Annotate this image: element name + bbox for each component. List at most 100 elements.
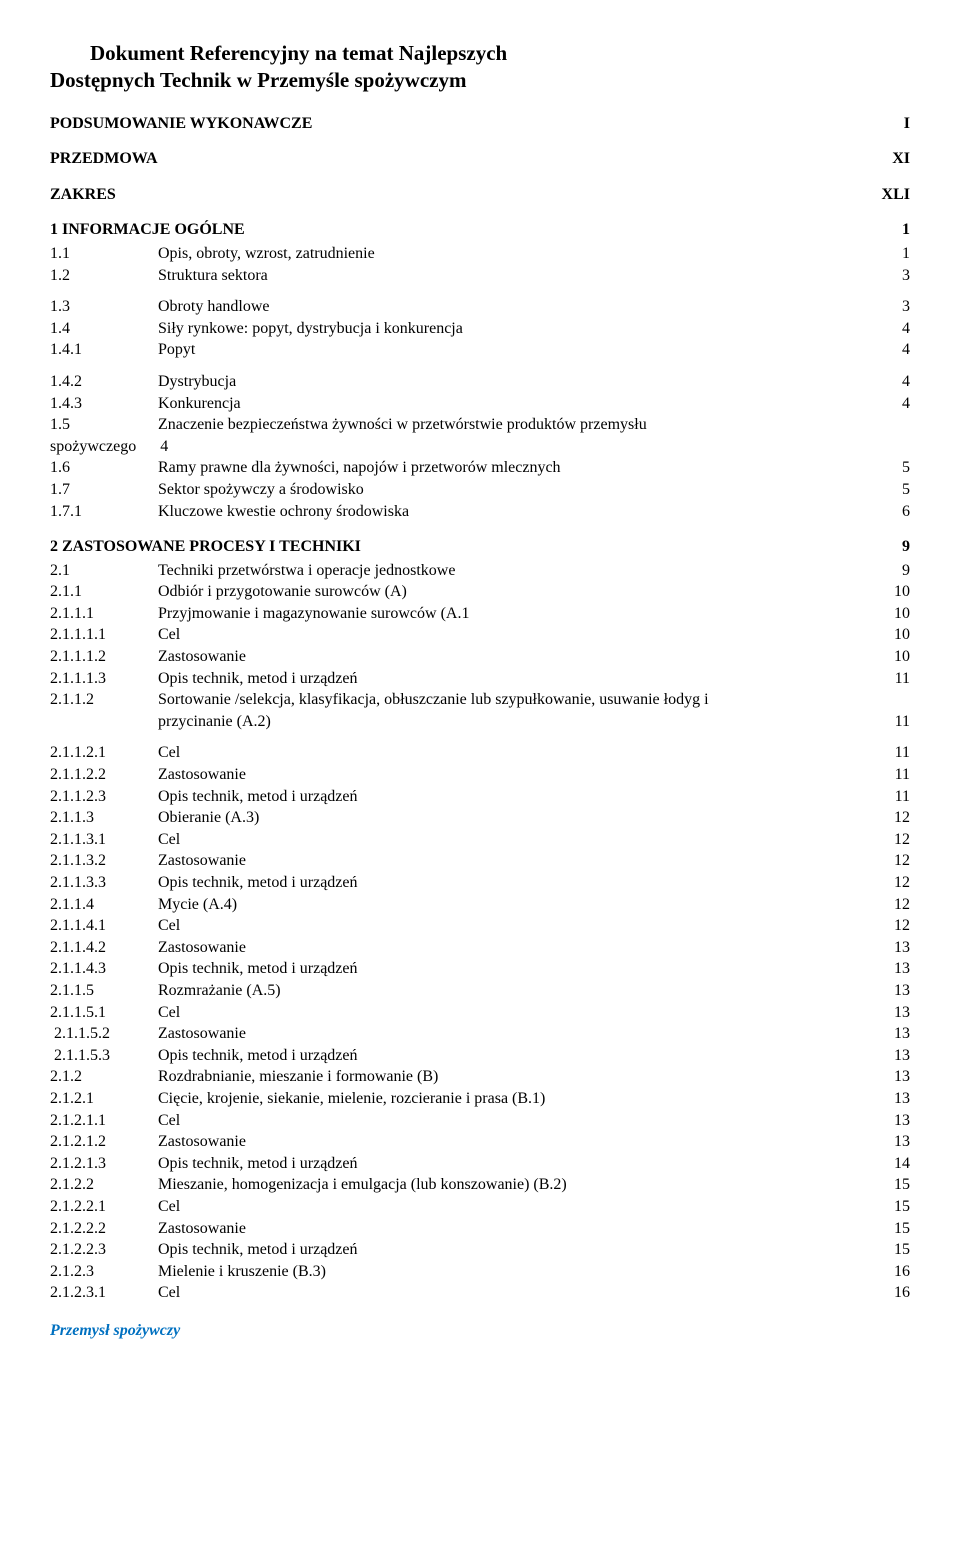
toc-text: Zastosowanie [158, 850, 862, 872]
toc-row: 2.1.2.1.3Opis technik, metod i urządzeń1… [50, 1153, 910, 1175]
toc-page: 10 [862, 603, 910, 625]
toc-num: 2.1.1.2.1 [50, 742, 158, 764]
toc-page: 15 [862, 1174, 910, 1196]
toc-row: 1.6Ramy prawne dla żywności, napojów i p… [50, 457, 910, 479]
toc-page: 12 [862, 807, 910, 829]
toc-page: 13 [862, 1002, 910, 1024]
toc-page: 16 [862, 1282, 910, 1304]
toc-page: 16 [862, 1261, 910, 1283]
toc-num: 2.1.1.1.2 [50, 646, 158, 668]
toc-page: 13 [862, 1045, 910, 1067]
toc-page: 4 [862, 371, 910, 393]
toc-num: 1.5 [50, 414, 158, 436]
toc-num: 1.4.2 [50, 371, 158, 393]
toc-page: 14 [862, 1153, 910, 1175]
toc-num: 1.6 [50, 457, 158, 479]
toc-row: 1.4.2Dystrybucja4 [50, 371, 910, 393]
toc-row: 1.2Struktura sektora3 [50, 265, 910, 287]
toc-page: 4 [862, 339, 910, 361]
toc-text: Dystrybucja [158, 371, 862, 393]
toc-page: 11 [862, 786, 910, 808]
toc-num: 1.7 [50, 479, 158, 501]
section-label: 1 INFORMACJE OGÓLNE [50, 219, 862, 241]
toc-page: 9 [862, 560, 910, 582]
toc-row: 2.1.1.3Obieranie (A.3)12 [50, 807, 910, 829]
toc-num: 2.1.2.2.2 [50, 1218, 158, 1240]
toc-page: 4 [862, 318, 910, 340]
toc-row: 2.1.1.3.1Cel12 [50, 829, 910, 851]
toc-row: 2.1.1.3.2Zastosowanie12 [50, 850, 910, 872]
toc-row: 2.1.2.2.2Zastosowanie15 [50, 1218, 910, 1240]
toc-num: 1.7.1 [50, 501, 158, 523]
section-label: 2 ZASTOSOWANE PROCESY I TECHNIKI [50, 536, 862, 558]
toc-text: Opis technik, metod i urządzeń [158, 958, 862, 980]
toc-page: 12 [862, 850, 910, 872]
toc-row: spożywczego4 [50, 436, 910, 458]
toc-num: 2.1.2 [50, 1066, 158, 1088]
toc-row: 1.7Sektor spożywczy a środowisko5 [50, 479, 910, 501]
toc-text: Cel [158, 1282, 862, 1304]
toc-num: 2.1.2.1.1 [50, 1110, 158, 1132]
toc-text: Cel [158, 624, 862, 646]
toc-text: Opis technik, metod i urządzeń [158, 668, 862, 690]
toc-row: 2.1Techniki przetwórstwa i operacje jedn… [50, 560, 910, 582]
toc-page: 13 [862, 1023, 910, 1045]
toc-row: 2.1.1.1.3Opis technik, metod i urządzeń1… [50, 668, 910, 690]
toc-text: Przyjmowanie i magazynowanie surowców (A… [158, 603, 862, 625]
toc-num: 2.1.1.3.3 [50, 872, 158, 894]
toc-row: 2.1.1.4.1Cel12 [50, 915, 910, 937]
toc-row: przycinanie (A.2)11 [50, 711, 910, 733]
toc-text: Mielenie i kruszenie (B.3) [158, 1261, 862, 1283]
toc-page: 5 [862, 457, 910, 479]
toc-text: Mycie (A.4) [158, 894, 862, 916]
toc-row: 2.1.1.3.3Opis technik, metod i urządzeń1… [50, 872, 910, 894]
toc-row: 2.1.1.2.2Zastosowanie11 [50, 764, 910, 786]
toc-page: 10 [862, 624, 910, 646]
toc-text: Opis, obroty, wzrost, zatrudnienie [158, 243, 862, 265]
toc-row: 2.1.2.2.3Opis technik, metod i urządzeń1… [50, 1239, 910, 1261]
toc-row: 1.1Opis, obroty, wzrost, zatrudnienie1 [50, 243, 910, 265]
toc-num: 2.1.1.1.3 [50, 668, 158, 690]
toc-num: 2.1.1.3 [50, 807, 158, 829]
toc-num: 2.1.1 [50, 581, 158, 603]
toc-page: 12 [862, 829, 910, 851]
toc-text: Cel [158, 1002, 862, 1024]
toc-page: 11 [862, 668, 910, 690]
section-2-header: 2 ZASTOSOWANE PROCESY I TECHNIKI 9 [50, 536, 910, 558]
toc-text: Rozmrażanie (A.5) [158, 980, 862, 1002]
toc-num: 2.1.1.5.2 [50, 1023, 158, 1045]
document-title: Dokument Referencyjny na temat Najlepszy… [50, 40, 910, 95]
toc-text: Popyt [158, 339, 862, 361]
toc-num: 2.1.2.1.2 [50, 1131, 158, 1153]
toc-row: 2.1.2.1.2Zastosowanie13 [50, 1131, 910, 1153]
toc-page: 13 [862, 1088, 910, 1110]
toc-row: 2.1.1.2.3Opis technik, metod i urządzeń1… [50, 786, 910, 808]
toc-row: 2.1.1.4.3Opis technik, metod i urządzeń1… [50, 958, 910, 980]
toc-text: Techniki przetwórstwa i operacje jednost… [158, 560, 862, 582]
heading-page: XLI [862, 184, 910, 206]
toc-num: 2.1.1.2 [50, 689, 158, 711]
toc-row: 2.1.1.5.2Zastosowanie13 [50, 1023, 910, 1045]
toc-page: 13 [862, 937, 910, 959]
heading-zakres: ZAKRES XLI [50, 184, 910, 206]
toc-row: 2.1.1Odbiór i przygotowanie surowców (A)… [50, 581, 910, 603]
toc-text: Opis technik, metod i urządzeń [158, 1153, 862, 1175]
toc-row: 1.4.3Konkurencja4 [50, 393, 910, 415]
toc-page: 13 [862, 958, 910, 980]
toc-num: 1.3 [50, 296, 158, 318]
toc-row: 1.5Znaczenie bezpieczeństwa żywności w p… [50, 414, 910, 436]
toc-num: 2.1.1.5 [50, 980, 158, 1002]
toc-row: 2.1.1.5Rozmrażanie (A.5)13 [50, 980, 910, 1002]
toc-num: 2.1.1.1 [50, 603, 158, 625]
toc-page: 12 [862, 894, 910, 916]
toc-text: Znaczenie bezpieczeństwa żywności w prze… [158, 414, 910, 436]
toc-row: 2.1.2Rozdrabnianie, mieszanie i formowan… [50, 1066, 910, 1088]
toc-row: 2.1.1.5.3Opis technik, metod i urządzeń1… [50, 1045, 910, 1067]
toc-text: Zastosowanie [158, 1023, 862, 1045]
toc-num: 1.4.1 [50, 339, 158, 361]
toc-num: 2.1.1.2.3 [50, 786, 158, 808]
toc-page: 3 [862, 296, 910, 318]
toc-text: przycinanie (A.2) [158, 711, 862, 733]
section-1-header: 1 INFORMACJE OGÓLNE 1 [50, 219, 910, 241]
toc-text: Sortowanie /selekcja, klasyfikacja, obłu… [158, 689, 910, 711]
